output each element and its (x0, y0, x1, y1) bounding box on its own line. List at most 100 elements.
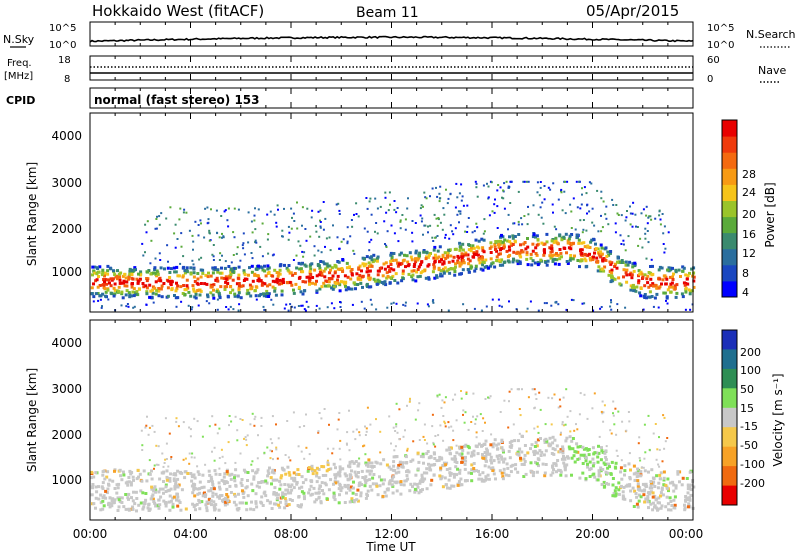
velocity-cell (621, 490, 625, 494)
power-cell (232, 308, 235, 311)
velocity-cell (673, 495, 677, 499)
velocity-cell (364, 475, 368, 479)
power-cell (581, 302, 584, 305)
power-cell (429, 224, 432, 227)
velocity-cell (519, 456, 522, 460)
velocity-cell (683, 508, 687, 512)
velocity-cell (601, 450, 605, 454)
power-cell (238, 303, 241, 306)
velocity-cell (289, 459, 292, 462)
power-cell (666, 268, 670, 272)
velocity-cell (678, 480, 681, 484)
velocity-cell (472, 415, 474, 418)
power-cell (604, 246, 608, 250)
power-cell (511, 234, 515, 238)
power-cell (359, 281, 363, 285)
velocity-cell (563, 466, 567, 470)
velocity-cell (659, 491, 663, 495)
power-cell (612, 204, 615, 206)
power-cell (166, 294, 170, 298)
power-cell (339, 301, 341, 303)
velocity-cell (393, 449, 396, 452)
power-cell (429, 195, 431, 198)
velocity-cell (297, 473, 301, 476)
power-cell (126, 303, 129, 305)
power-cell (248, 283, 252, 287)
velocity-cell (549, 443, 553, 447)
power-cell (226, 219, 229, 222)
velocity-cell (491, 466, 495, 470)
velocity-cell (363, 477, 367, 481)
velocity-cell (404, 455, 408, 459)
power-cell (442, 260, 446, 264)
velocity-cell (120, 501, 124, 504)
power-cell (475, 186, 478, 189)
power-cell (624, 249, 627, 252)
velocity-cell (225, 487, 229, 491)
velocity-cell (433, 463, 437, 466)
power-cell (300, 304, 303, 307)
power-cell (114, 275, 118, 279)
velocity-cell (359, 494, 363, 498)
velocity-cell (427, 462, 430, 466)
velocity-cell (225, 470, 229, 474)
velocity-cell (516, 388, 519, 391)
power-cell (257, 208, 260, 211)
velocity-cell (482, 479, 486, 483)
velocity-cell (218, 487, 222, 491)
power-cell (351, 225, 354, 228)
velocity-cell (666, 502, 670, 506)
power-cell (629, 223, 632, 226)
velocity-cell (295, 473, 299, 476)
velocity-cell (397, 470, 401, 474)
velocity-cell (194, 508, 197, 512)
power-cell (335, 203, 338, 206)
power-cell (384, 196, 387, 199)
power-cell (220, 271, 224, 275)
velocity-cell (365, 469, 369, 473)
power-cell (434, 236, 437, 239)
power-cell (480, 237, 484, 241)
power-cell (496, 189, 499, 192)
velocity-cell (264, 479, 268, 483)
power-cell (169, 267, 173, 271)
power-cell (328, 236, 331, 239)
velocity-cell (101, 470, 105, 474)
velocity-cell (135, 497, 139, 500)
power-cell (388, 281, 392, 285)
power-cell (433, 260, 437, 263)
velocity-cell (177, 425, 180, 428)
power-cell (460, 183, 463, 186)
power-cell (586, 212, 588, 215)
velocity-cell (460, 483, 464, 487)
power-cell (586, 204, 588, 207)
power-cell (570, 233, 574, 236)
power-cell (441, 228, 444, 231)
velocity-cell (320, 465, 324, 468)
power-cell (526, 223, 529, 226)
power-cell (192, 267, 196, 271)
velocity-cell (614, 486, 618, 490)
velocity-cell (332, 495, 336, 499)
velocity-cell (619, 466, 623, 470)
power-cell (131, 277, 135, 281)
velocity-cell (647, 506, 650, 510)
power-cell (290, 207, 293, 210)
velocity-cell (532, 453, 536, 456)
power-cell (539, 258, 543, 262)
velocity-cell (425, 452, 429, 456)
power-cell (315, 230, 318, 233)
velocity-cell (354, 460, 358, 463)
power-cell (441, 253, 445, 257)
power-cell (301, 224, 303, 227)
power-cell (298, 275, 302, 279)
power-cell (501, 263, 505, 267)
power-cell (396, 281, 400, 285)
velocity-cell (161, 487, 165, 491)
power-cell (363, 307, 366, 310)
power-cell (439, 272, 443, 276)
power-colorbar-swatch (722, 184, 737, 201)
velocity-cell (470, 454, 473, 458)
velocity-cell (270, 482, 273, 486)
velocity-cell (184, 457, 187, 460)
